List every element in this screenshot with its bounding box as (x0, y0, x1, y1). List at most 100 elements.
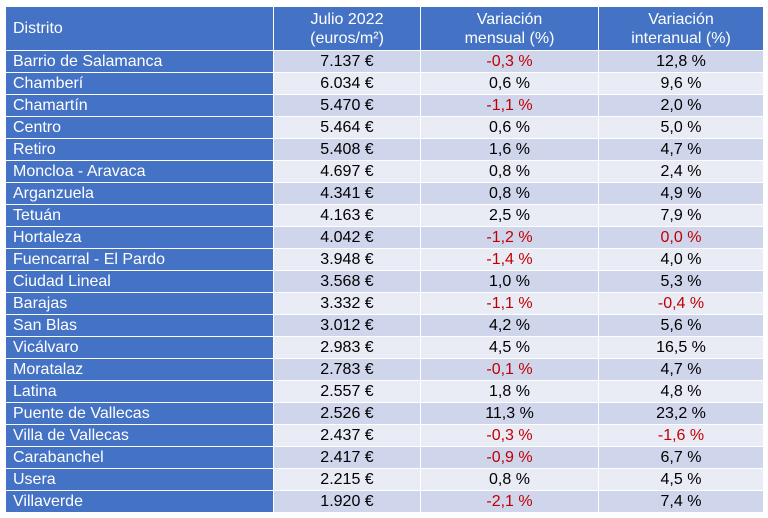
cell-mensual: -2,1 % (420, 490, 599, 513)
header-julio-2022: Julio 2022 (euros/m²) (273, 6, 421, 51)
table-row: Chamberí 6.034 €0,6 % 9,6 % (5, 72, 764, 95)
table-row: Villa de Vallecas 2.437 € -0,3 % -1,6 % (5, 424, 764, 447)
header-interanual-line2: interanual (%) (631, 29, 731, 47)
cell-interanual: 23,2 % (598, 402, 764, 425)
cell-mensual: 4,2 % (420, 314, 599, 337)
cell-precio: 4.042 € (273, 226, 421, 249)
cell-interanual: 4,9 % (598, 182, 764, 205)
cell-interanual: 5,6 % (598, 314, 764, 337)
cell-distrito: Usera (5, 468, 274, 491)
table-row: Moratalaz 2.783 € -0,1 % 4,7 % (5, 358, 764, 381)
cell-interanual: 2,4 % (598, 160, 764, 183)
header-julio-line2: (euros/m²) (310, 29, 384, 47)
table-row: Ciudad Lineal 3.568 €1,0 % 5,3 % (5, 270, 764, 293)
table-row: Centro 5.464 €0,6 % 5,0 % (5, 116, 764, 139)
header-mensual-line2: mensual (%) (464, 29, 555, 47)
table-row: Tetuán 4.163 €2,5 % 7,9 % (5, 204, 764, 227)
cell-mensual: -1,1 % (420, 292, 599, 315)
table-header: Distrito Julio 2022 (euros/m²) Variación… (5, 6, 764, 51)
cell-mensual: -1,2 % (420, 226, 599, 249)
cell-mensual: 0,6 % (420, 72, 599, 95)
table-row: Retiro 5.408 €1,6 % 4,7 % (5, 138, 764, 161)
table-row: Arganzuela 4.341 €0,8 % 4,9 % (5, 182, 764, 205)
table-row: Barajas 3.332 € -1,1 % -0,4 % (5, 292, 764, 315)
table-body: Barrio de Salamanca 7.137 € -0,3 % 12,8 % Ch… (5, 50, 764, 513)
cell-interanual: 7,4 % (598, 490, 764, 513)
price-table: Distrito Julio 2022 (euros/m²) Variación… (5, 6, 764, 513)
cell-distrito: Moratalaz (5, 358, 274, 381)
header-row: Distrito Julio 2022 (euros/m²) Variación… (5, 6, 764, 51)
table-row: Barrio de Salamanca 7.137 € -0,3 % 12,8 % (5, 50, 764, 73)
cell-mensual: 4,5 % (420, 336, 599, 359)
header-mensual-line1: Variación (476, 10, 543, 28)
cell-mensual: 1,0 % (420, 270, 599, 293)
header-distrito: Distrito (5, 6, 274, 51)
cell-precio: 2.983 € (273, 336, 421, 359)
cell-interanual: 4,5 % (598, 468, 764, 491)
cell-interanual: -0,4 % (598, 292, 764, 315)
cell-distrito: Tetuán (5, 204, 274, 227)
cell-distrito: Latina (5, 380, 274, 403)
cell-mensual: 1,6 % (420, 138, 599, 161)
cell-interanual: 0,0 % (598, 226, 764, 249)
cell-distrito: Centro (5, 116, 274, 139)
cell-distrito: Retiro (5, 138, 274, 161)
cell-interanual: 4,0 % (598, 248, 764, 271)
table-row: Fuencarral - El Pardo 3.948 € -1,4 % 4,0 % (5, 248, 764, 271)
cell-precio: 3.948 € (273, 248, 421, 271)
cell-mensual: 0,8 % (420, 468, 599, 491)
cell-interanual: 16,5 % (598, 336, 764, 359)
cell-distrito: Barrio de Salamanca (5, 50, 274, 73)
cell-interanual: 12,8 % (598, 50, 764, 73)
cell-mensual: 2,5 % (420, 204, 599, 227)
cell-mensual: -0,9 % (420, 446, 599, 469)
header-variacion-interanual: Variación interanual (%) (598, 6, 764, 51)
table-row: Villaverde 1.920 € -2,1 % 7,4 % (5, 490, 764, 513)
cell-distrito: Hortaleza (5, 226, 274, 249)
header-julio-line1: Julio 2022 (310, 10, 384, 28)
cell-precio: 2.783 € (273, 358, 421, 381)
cell-precio: 2.417 € (273, 446, 421, 469)
cell-mensual: 1,8 % (420, 380, 599, 403)
table-row: Latina 2.557 €1,8 % 4,8 % (5, 380, 764, 403)
table-row: Carabanchel 2.417 € -0,9 % 6,7 % (5, 446, 764, 469)
cell-distrito: Moncloa - Aravaca (5, 160, 274, 183)
cell-precio: 4.341 € (273, 182, 421, 205)
cell-mensual: 11,3 % (420, 402, 599, 425)
cell-precio: 2.215 € (273, 468, 421, 491)
cell-precio: 2.437 € (273, 424, 421, 447)
cell-distrito: Chamartín (5, 94, 274, 117)
header-interanual-line1: Variación (648, 10, 714, 28)
cell-precio: 4.163 € (273, 204, 421, 227)
cell-precio: 6.034 € (273, 72, 421, 95)
cell-precio: 3.568 € (273, 270, 421, 293)
table-row: Puente de Vallecas 2.526 €11,3 % 23,2 % (5, 402, 764, 425)
cell-precio: 2.526 € (273, 402, 421, 425)
cell-precio: 3.332 € (273, 292, 421, 315)
cell-interanual: 9,6 % (598, 72, 764, 95)
cell-precio: 5.464 € (273, 116, 421, 139)
cell-mensual: -0,3 % (420, 50, 599, 73)
cell-distrito: Carabanchel (5, 446, 274, 469)
cell-precio: 4.697 € (273, 160, 421, 183)
cell-interanual: 5,3 % (598, 270, 764, 293)
table-row: Hortaleza 4.042 € -1,2 % 0,0 % (5, 226, 764, 249)
cell-interanual: 4,7 % (598, 138, 764, 161)
table-row: Vicálvaro 2.983 €4,5 % 16,5 % (5, 336, 764, 359)
cell-interanual: 7,9 % (598, 204, 764, 227)
table-row: Moncloa - Aravaca 4.697 €0,8 % 2,4 % (5, 160, 764, 183)
cell-mensual: -0,1 % (420, 358, 599, 381)
cell-interanual: 4,7 % (598, 358, 764, 381)
table-row: Chamartín 5.470 € -1,1 % 2,0 % (5, 94, 764, 117)
cell-precio: 7.137 € (273, 50, 421, 73)
cell-interanual: 2,0 % (598, 94, 764, 117)
cell-interanual: -1,6 % (598, 424, 764, 447)
cell-distrito: Arganzuela (5, 182, 274, 205)
cell-mensual: 0,8 % (420, 182, 599, 205)
cell-mensual: 0,8 % (420, 160, 599, 183)
cell-distrito: Puente de Vallecas (5, 402, 274, 425)
cell-distrito: Fuencarral - El Pardo (5, 248, 274, 271)
price-table-container: Distrito Julio 2022 (euros/m²) Variación… (5, 6, 764, 513)
cell-precio: 3.012 € (273, 314, 421, 337)
cell-distrito: Villaverde (5, 490, 274, 513)
